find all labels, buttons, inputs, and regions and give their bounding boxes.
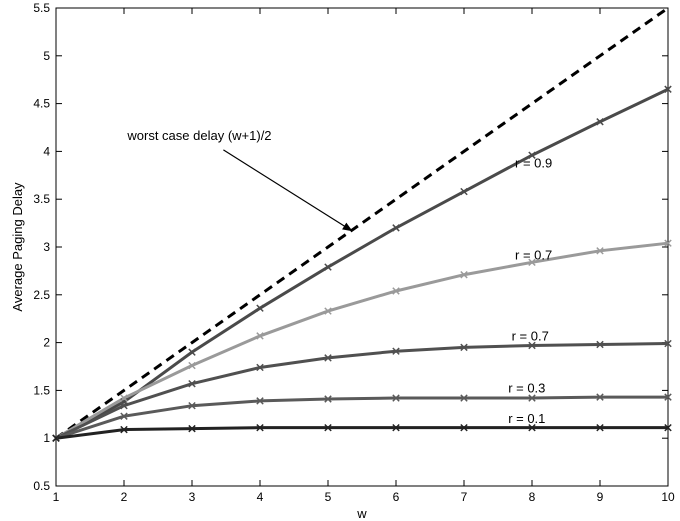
annotation-label: r = 0.7: [512, 329, 549, 344]
annotation-label: r = 0.9: [515, 156, 552, 171]
y-tick-label: 1: [43, 431, 50, 445]
y-tick-label: 5.5: [33, 1, 50, 15]
y-tick-label: 3.5: [33, 192, 50, 206]
x-tick-label: 1: [53, 490, 60, 504]
y-tick-label: 3: [43, 240, 50, 254]
y-tick-label: 0.5: [33, 479, 50, 493]
y-tick-label: 4: [43, 144, 50, 158]
x-tick-label: 6: [393, 490, 400, 504]
y-axis-label: Average Paging Delay: [10, 182, 25, 312]
x-tick-label: 3: [189, 490, 196, 504]
y-tick-label: 1.5: [33, 383, 50, 397]
annotation-label: r = 0.7: [515, 247, 552, 262]
x-tick-label: 10: [661, 490, 675, 504]
y-tick-label: 4.5: [33, 97, 50, 111]
annotation-label: r = 0.1: [508, 411, 545, 426]
annotation-label: worst case delay (w+1)/2: [126, 128, 271, 143]
y-tick-label: 5: [43, 49, 50, 63]
x-tick-label: 7: [461, 490, 468, 504]
x-tick-label: 5: [325, 490, 332, 504]
x-tick-label: 4: [257, 490, 264, 504]
x-axis-label: w: [356, 506, 367, 521]
annotation-label: r = 0.3: [508, 380, 545, 395]
x-tick-label: 2: [121, 490, 128, 504]
y-tick-label: 2.5: [33, 288, 50, 302]
y-tick-label: 2: [43, 336, 50, 350]
x-tick-label: 9: [597, 490, 604, 504]
x-tick-label: 8: [529, 490, 536, 504]
